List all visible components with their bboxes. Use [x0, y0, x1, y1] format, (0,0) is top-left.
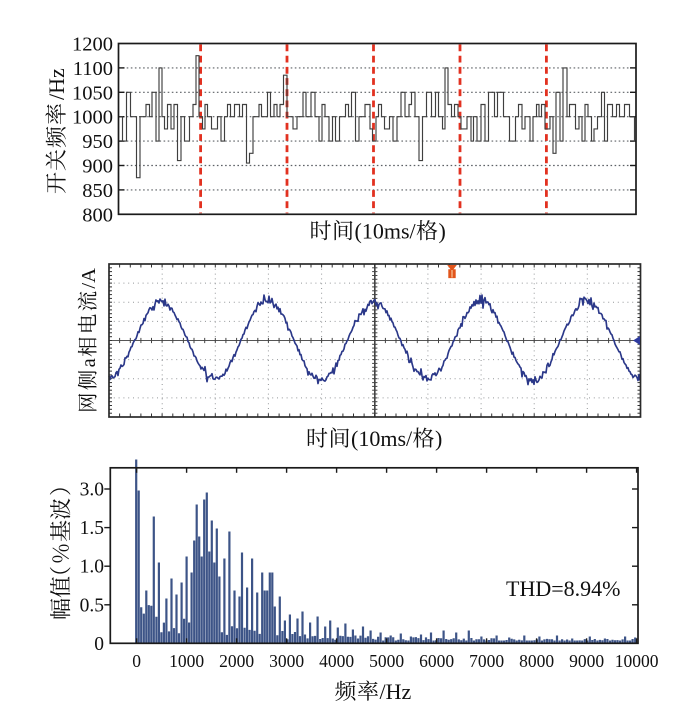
svg-text:(10ms/: (10ms/: [355, 219, 417, 244]
svg-text:1000: 1000: [72, 107, 113, 129]
svg-text:1050: 1050: [72, 82, 113, 104]
svg-text:/Hz: /Hz: [44, 68, 69, 100]
svg-text:4000: 4000: [319, 651, 354, 671]
svg-text:10000: 10000: [615, 651, 659, 671]
svg-text:900: 900: [82, 156, 113, 178]
svg-text:0: 0: [132, 651, 141, 671]
svg-text:850: 850: [82, 180, 113, 202]
svg-text:3.0: 3.0: [80, 480, 104, 501]
svg-text:/A: /A: [78, 268, 100, 289]
svg-text:1000: 1000: [169, 651, 204, 671]
svg-text:800: 800: [82, 204, 113, 226]
svg-text:1.0: 1.0: [80, 557, 104, 578]
svg-text:950: 950: [82, 131, 113, 153]
svg-text:): ): [435, 426, 442, 451]
svg-text:): ): [439, 219, 446, 244]
svg-text:8000: 8000: [519, 651, 554, 671]
svg-text:THD=8.94%: THD=8.94%: [506, 576, 620, 601]
svg-text:7000: 7000: [469, 651, 504, 671]
svg-text:(10ms/: (10ms/: [351, 426, 413, 451]
svg-text:5000: 5000: [369, 651, 404, 671]
svg-text:9000: 9000: [569, 651, 604, 671]
svg-text:a: a: [78, 358, 100, 367]
svg-text:6000: 6000: [419, 651, 454, 671]
svg-text:2000: 2000: [219, 651, 254, 671]
svg-text:/Hz: /Hz: [380, 679, 412, 704]
svg-text:0.5: 0.5: [80, 595, 104, 616]
svg-text:1100: 1100: [73, 58, 113, 80]
svg-text:3000: 3000: [269, 651, 304, 671]
svg-text:1200: 1200: [72, 34, 113, 56]
svg-text:1.5: 1.5: [80, 518, 104, 539]
svg-text:0: 0: [94, 634, 104, 655]
